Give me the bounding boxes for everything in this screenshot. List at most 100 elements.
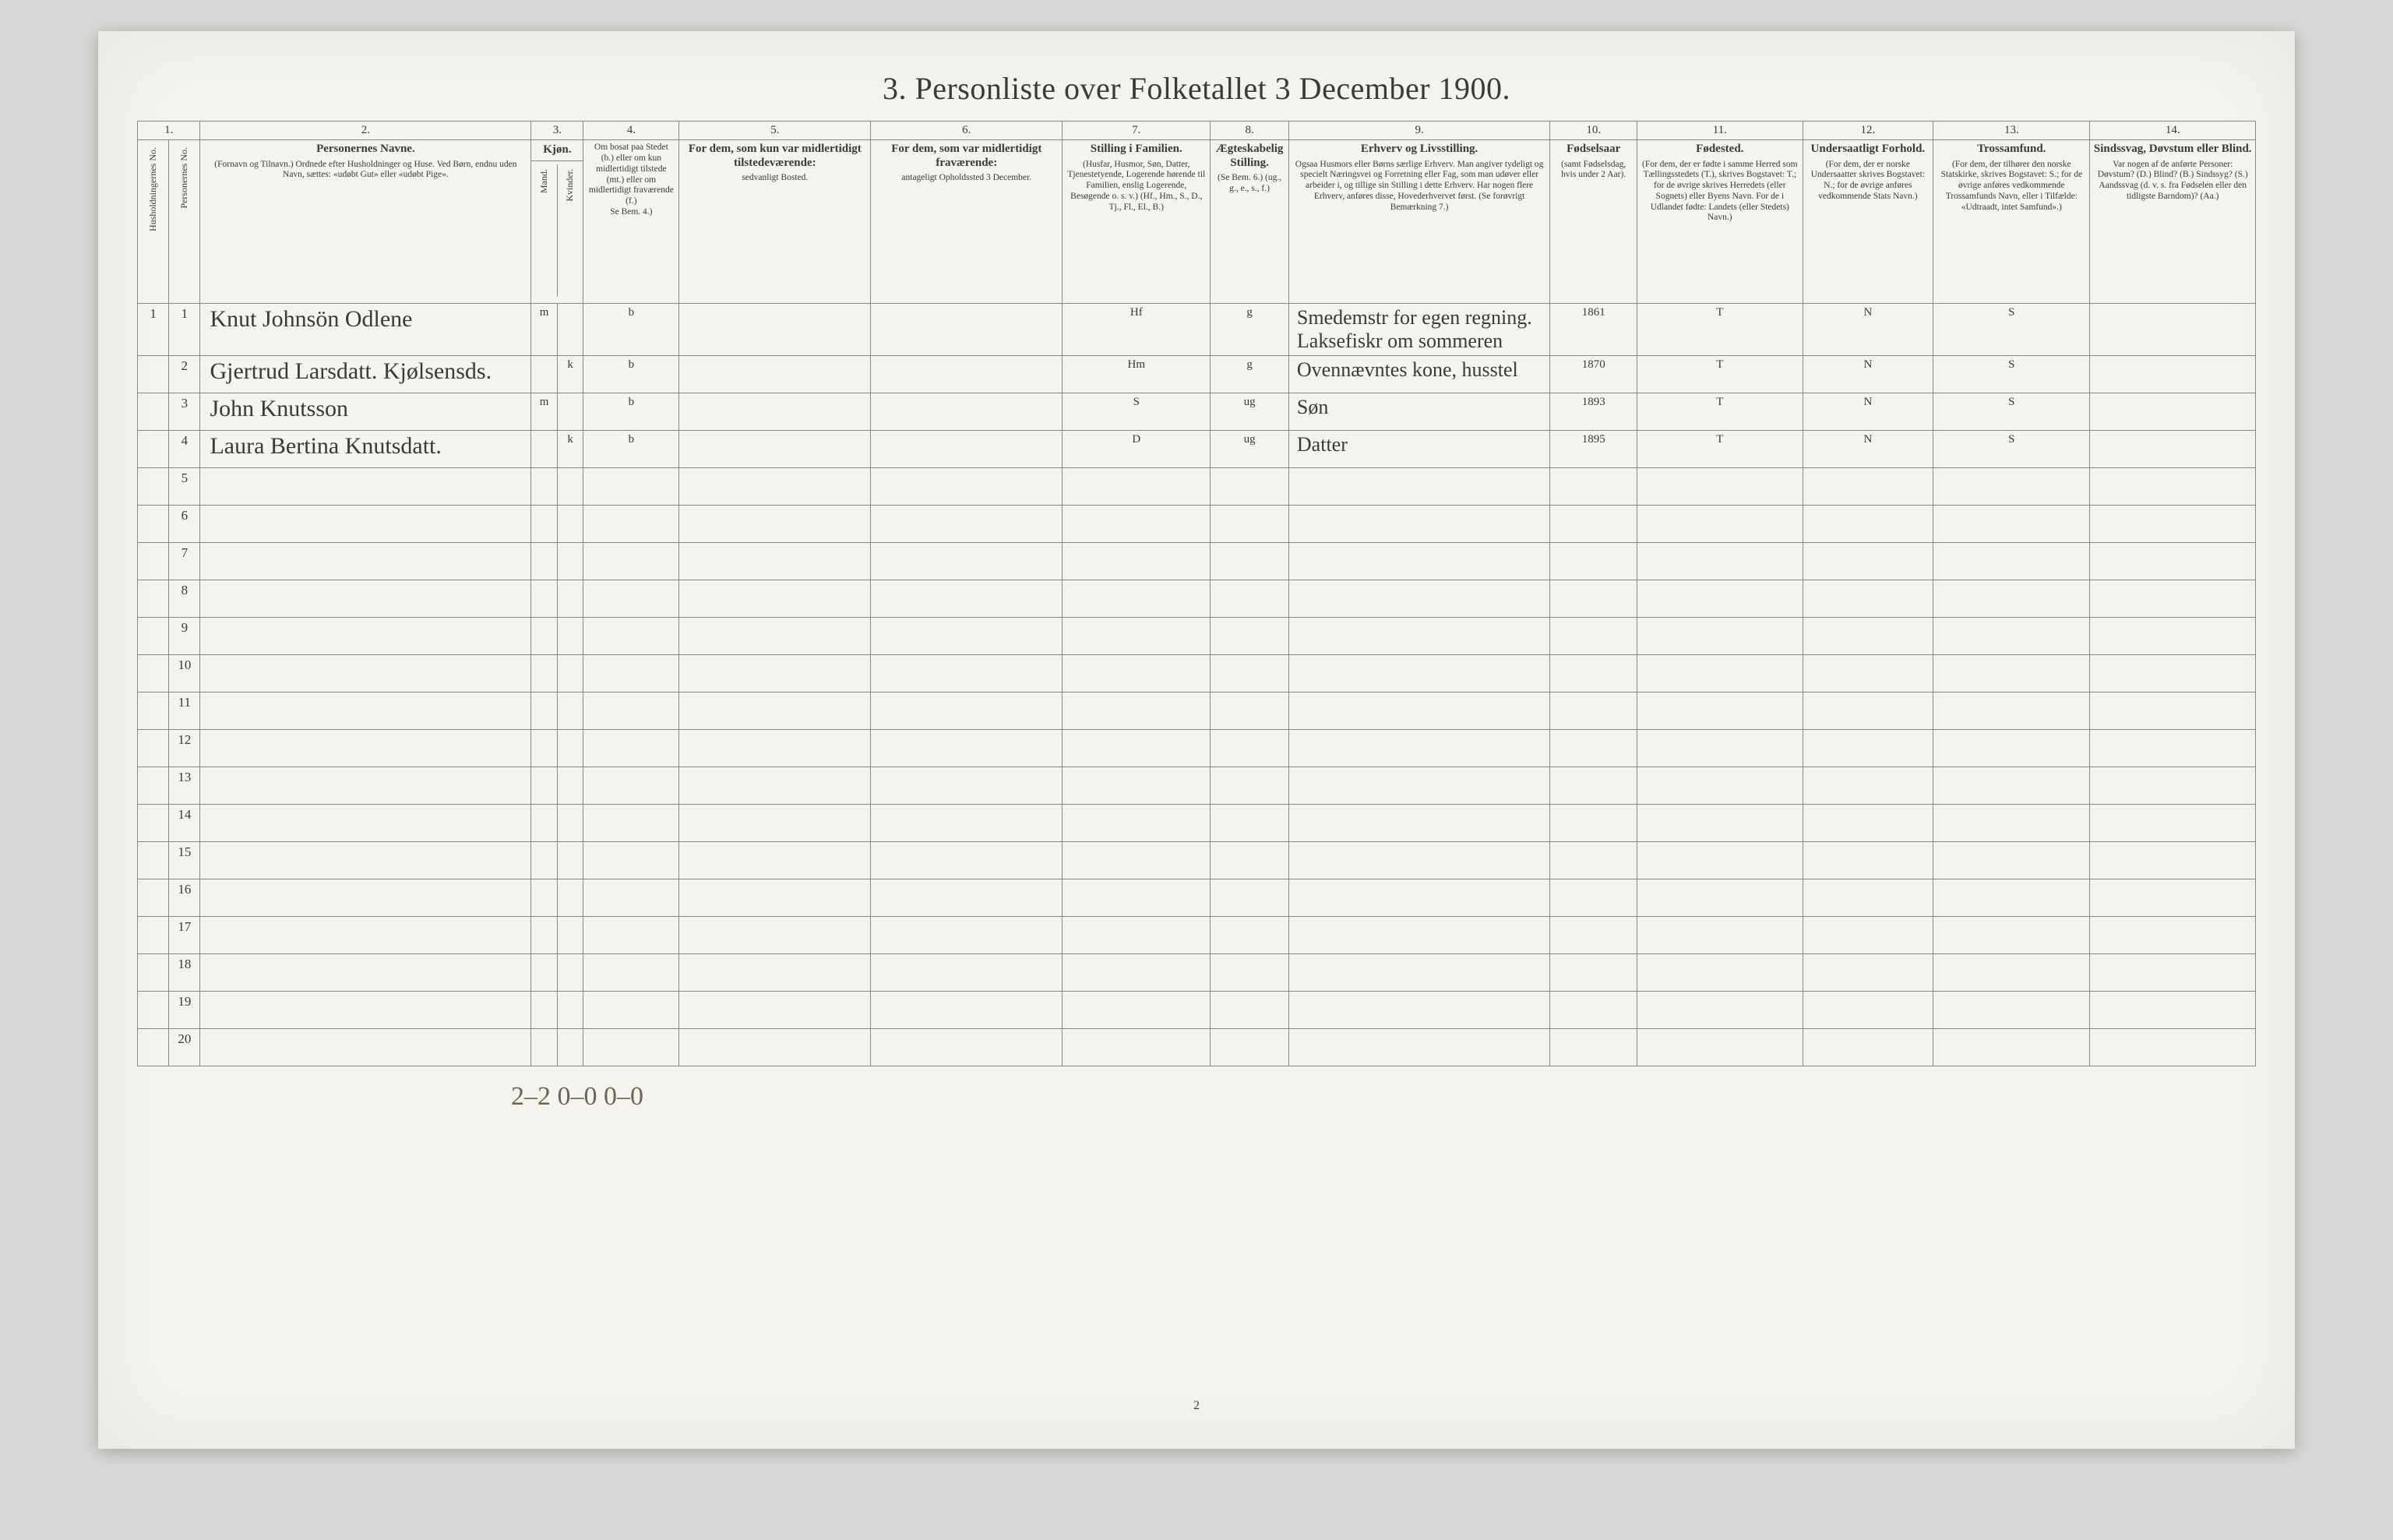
cell-empty: [1288, 506, 1549, 543]
cell-empty: [1211, 917, 1289, 954]
cell-empty: [200, 468, 531, 506]
cell-empty: [557, 543, 583, 580]
cell-empty: [1550, 655, 1637, 692]
cell-residence: b: [583, 304, 679, 356]
cell-empty: [2090, 692, 2256, 730]
cell-disability: [2090, 393, 2256, 431]
hdr-temp-absent: For dem, som var midlertidigt fraværende…: [871, 140, 1063, 304]
cell-empty: [1933, 805, 2090, 842]
cell-empty: [1063, 992, 1211, 1029]
cell-empty: [1550, 805, 1637, 842]
cell-empty: [557, 692, 583, 730]
colnum-10: 10.: [1550, 122, 1637, 140]
cell-birth-year: 1893: [1550, 393, 1637, 431]
hdr-birth-year: Fødselsaar (samt Fødselsdag, hvis under …: [1550, 140, 1637, 304]
cell-temp-present: [679, 393, 871, 431]
cell-household-no: [138, 580, 169, 618]
cell-empty: [871, 692, 1063, 730]
cell-empty: [200, 805, 531, 842]
cell-empty: [557, 1029, 583, 1066]
cell-empty: [1550, 580, 1637, 618]
cell-household-no: [138, 655, 169, 692]
cell-empty: [1803, 879, 1933, 917]
cell-empty: [1063, 543, 1211, 580]
cell-empty: [531, 580, 558, 618]
cell-occupation: Søn: [1288, 393, 1549, 431]
cell-empty: [871, 767, 1063, 805]
cell-empty: [1637, 805, 1803, 842]
cell-empty: [1933, 655, 2090, 692]
cell-person-no: 2: [169, 356, 200, 393]
cell-empty: [557, 992, 583, 1029]
cell-empty: [583, 992, 679, 1029]
cell-empty: [1933, 692, 2090, 730]
cell-person-no: 12: [169, 730, 200, 767]
cell-person-no: 20: [169, 1029, 200, 1066]
cell-empty: [200, 767, 531, 805]
cell-empty: [200, 655, 531, 692]
table-row-empty: 19: [138, 992, 2256, 1029]
table-row-empty: 20: [138, 1029, 2256, 1066]
table-row-empty: 13: [138, 767, 2256, 805]
cell-residence: b: [583, 356, 679, 393]
cell-empty: [871, 580, 1063, 618]
cell-empty: [557, 954, 583, 992]
cell-empty: [1063, 655, 1211, 692]
cell-empty: [1933, 954, 2090, 992]
cell-empty: [1211, 767, 1289, 805]
page-number: 2: [1193, 1399, 1200, 1413]
cell-empty: [1803, 917, 1933, 954]
cell-empty: [200, 917, 531, 954]
cell-empty: [1550, 730, 1637, 767]
cell-empty: [200, 618, 531, 655]
cell-empty: [1550, 767, 1637, 805]
table-row-empty: 5: [138, 468, 2256, 506]
cell-person-no: 4: [169, 431, 200, 468]
cell-empty: [679, 730, 871, 767]
cell-empty: [1211, 692, 1289, 730]
cell-family-pos: Hf: [1063, 304, 1211, 356]
colnum-1: 1.: [138, 122, 200, 140]
cell-empty: [1063, 580, 1211, 618]
cell-person-no: 5: [169, 468, 200, 506]
cell-empty: [1933, 506, 2090, 543]
cell-person-no: 17: [169, 917, 200, 954]
cell-empty: [1211, 805, 1289, 842]
cell-birth-year: 1870: [1550, 356, 1637, 393]
hdr-residence: Om bosat paa Stedet (b.) eller om kun mi…: [583, 140, 679, 304]
cell-empty: [200, 1029, 531, 1066]
census-page: 3. Personliste over Folketallet 3 Decemb…: [98, 31, 2295, 1449]
cell-empty: [1550, 692, 1637, 730]
cell-empty: [679, 842, 871, 879]
cell-empty: [557, 767, 583, 805]
cell-empty: [1211, 992, 1289, 1029]
cell-disability: [2090, 356, 2256, 393]
cell-empty: [583, 879, 679, 917]
cell-person-no: 11: [169, 692, 200, 730]
cell-religion: S: [1933, 304, 2090, 356]
cell-birth-year: 1861: [1550, 304, 1637, 356]
table-row: 11Knut Johnsön OdlenembHfgSmedemstr for …: [138, 304, 2256, 356]
cell-empty: [2090, 767, 2256, 805]
cell-household-no: [138, 431, 169, 468]
cell-empty: [1933, 767, 2090, 805]
cell-empty: [679, 543, 871, 580]
cell-empty: [1803, 580, 1933, 618]
cell-empty: [1063, 954, 1211, 992]
cell-empty: [1211, 506, 1289, 543]
cell-empty: [871, 468, 1063, 506]
cell-empty: [1550, 618, 1637, 655]
hdr-sex: Kjøn. Mand. Kvinder.: [531, 140, 583, 304]
table-row-empty: 8: [138, 580, 2256, 618]
cell-empty: [531, 692, 558, 730]
cell-household-no: [138, 992, 169, 1029]
cell-empty: [200, 879, 531, 917]
table-row-empty: 15: [138, 842, 2256, 879]
cell-empty: [1288, 655, 1549, 692]
cell-nationality: N: [1803, 304, 1933, 356]
cell-empty: [1803, 618, 1933, 655]
cell-empty: [871, 730, 1063, 767]
cell-empty: [583, 618, 679, 655]
cell-empty: [531, 805, 558, 842]
cell-household-no: [138, 917, 169, 954]
